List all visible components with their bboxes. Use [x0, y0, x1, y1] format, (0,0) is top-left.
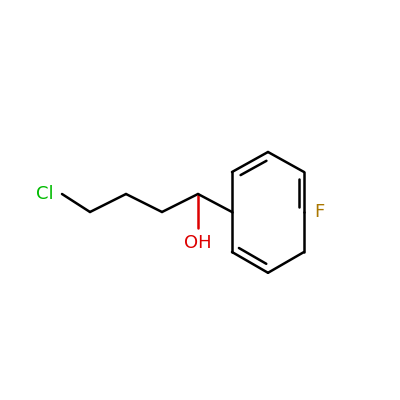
Text: Cl: Cl	[36, 185, 54, 203]
Text: OH: OH	[184, 234, 212, 252]
Text: F: F	[314, 203, 324, 221]
